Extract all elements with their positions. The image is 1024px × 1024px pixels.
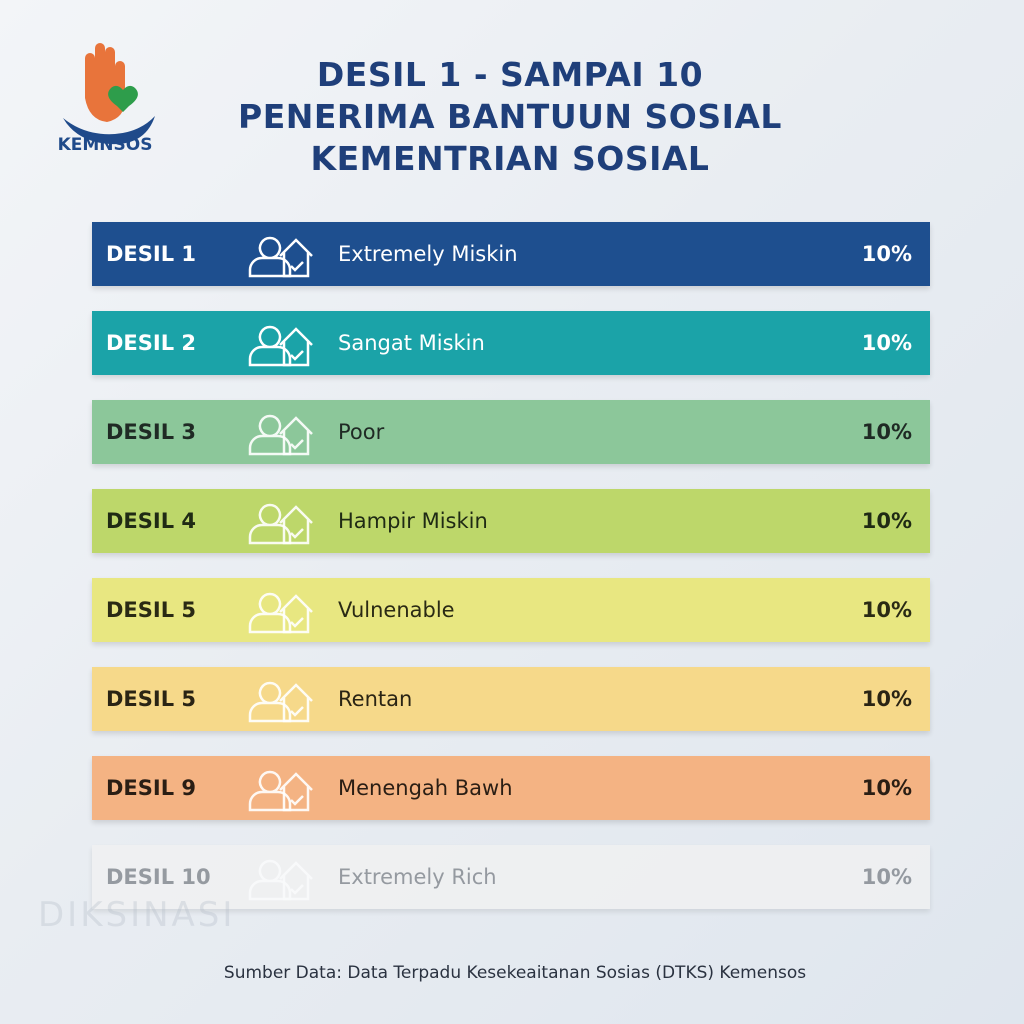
row-label: DESIL 5: [106, 687, 197, 711]
source: Sumber Data: Data Terpadu Kesekeaitanan …: [223, 963, 807, 983]
row-value: 10%: [861, 598, 912, 622]
row-label: DESIL 10: [106, 865, 211, 889]
row-label: DESIL 4: [106, 509, 197, 533]
row-value: 10%: [861, 865, 912, 889]
row-value: 10%: [861, 242, 912, 266]
watermark: DIKSINASI: [38, 895, 236, 935]
row-label: DESIL 5: [106, 598, 197, 622]
row-icon: [248, 325, 313, 367]
row: DESIL 5 Vulnenable 10%: [92, 578, 930, 642]
row-label: DESIL 3: [106, 420, 197, 444]
row-description: Menengah Bawh: [338, 776, 513, 800]
row: DESIL 10 Extremely Rich 10%: [92, 845, 930, 909]
row-description: Rentan: [338, 687, 413, 711]
row-icon: [248, 859, 313, 901]
row: DESIL 4 Hampir Miskin 10%: [92, 489, 930, 553]
row-icon: [248, 236, 313, 278]
logo-icon: [63, 43, 155, 145]
row: DESIL 2 Sangat Miskin 10%: [92, 311, 930, 375]
row-value: 10%: [861, 509, 912, 533]
row-description: Extremely Miskin: [338, 242, 518, 266]
row-value: 10%: [861, 776, 912, 800]
row: DESIL 1 Extremely Miskin 10%: [92, 222, 930, 286]
row-value: 10%: [861, 331, 912, 355]
row-icon: [248, 770, 313, 812]
row-label: DESIL 1: [106, 242, 197, 266]
row-icon: [248, 592, 313, 634]
row-description: Extremely Rich: [338, 865, 497, 889]
row-icon: [248, 503, 313, 545]
row-icon: [248, 681, 313, 723]
row-description: Vulnenable: [338, 598, 455, 622]
row-value: 10%: [861, 687, 912, 711]
title-line: KEMENTRIAN SOSIAL: [310, 139, 710, 178]
logo-text: KEMNSOS: [57, 135, 153, 155]
row-description: Poor: [338, 420, 385, 444]
row: DESIL 5 Rentan 10%: [92, 667, 930, 731]
row-icon: [248, 414, 313, 456]
title-line: DESIL 1 - SAMPAI 10: [316, 55, 704, 94]
row-label: DESIL 2: [106, 331, 197, 355]
row-description: Sangat Miskin: [338, 331, 485, 355]
title-line: PENERIMA BANTUUN SOSIAL: [238, 97, 782, 136]
row-description: Hampir Miskin: [338, 509, 488, 533]
row-value: 10%: [861, 420, 912, 444]
row-label: DESIL 9: [106, 776, 197, 800]
row: DESIL 9 Menengah Bawh 10%: [92, 756, 930, 820]
row: DESIL 3 Poor 10%: [92, 400, 930, 464]
